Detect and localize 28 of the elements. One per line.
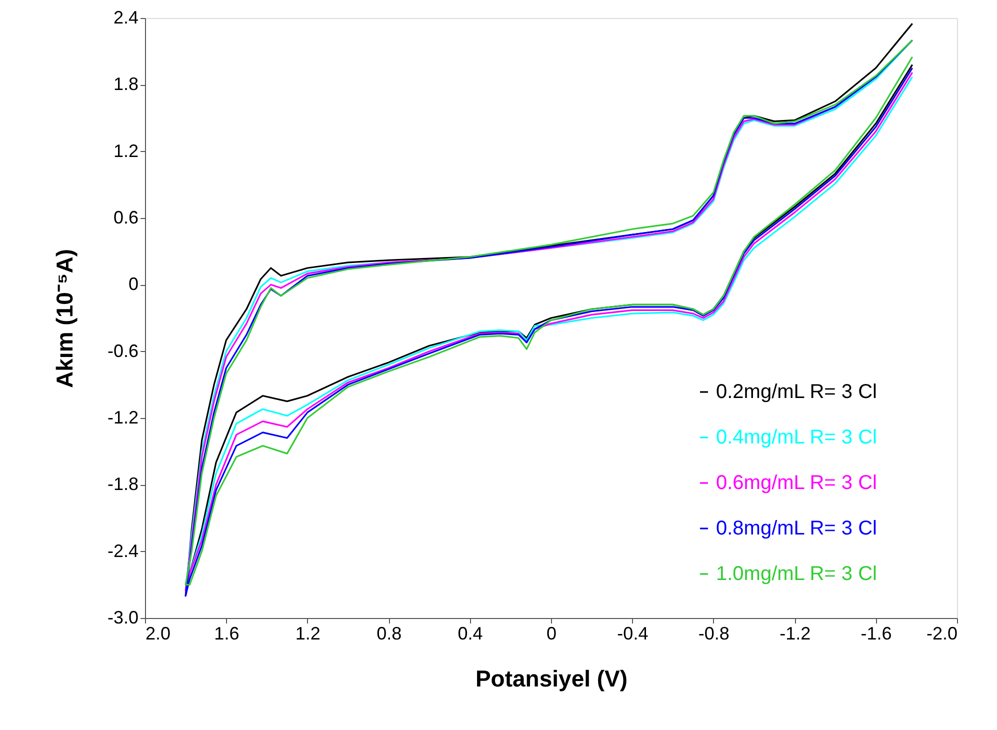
x-tick-label: 1.2 <box>295 624 320 644</box>
legend-label: 0.6mg/mL R= 3 Cl <box>716 472 877 494</box>
x-tick-label: -2.0 <box>926 624 958 644</box>
x-tick-label: -0.4 <box>617 624 648 644</box>
x-tick-label: -0.8 <box>698 624 730 644</box>
x-axis-title: Potansiyel (V) <box>475 666 628 692</box>
y-tick-label: 2.4 <box>113 8 138 28</box>
legend-label: 0.2mg/mL R= 3 Cl <box>716 381 877 403</box>
y-tick-label: 0 <box>128 274 138 294</box>
y-tick-label: 1.2 <box>113 140 138 161</box>
y-tick-label: -2.4 <box>107 540 138 561</box>
y-tick-label: -1.2 <box>107 408 138 428</box>
x-tick-label: 0 <box>546 624 557 644</box>
y-tick-label: -3.0 <box>107 608 138 628</box>
legend-label: 0.8mg/mL R= 3 Cl <box>716 518 877 540</box>
y-tick-label: -0.6 <box>107 340 138 361</box>
x-tick-label: -1.6 <box>860 624 892 644</box>
x-tick-label: 2.0 <box>146 624 171 644</box>
x-tick-label: 0.4 <box>458 624 483 644</box>
y-tick-label: 1.8 <box>113 74 138 94</box>
x-tick-label: 0.8 <box>376 624 402 644</box>
y-tick-label: 0.6 <box>113 208 138 228</box>
y-axis-title: Akım (10⁻⁵A) <box>51 249 78 388</box>
x-tick-label: 1.6 <box>214 624 240 644</box>
legend-label: 1.0mg/mL R= 3 Cl <box>716 563 877 585</box>
legend-label: 0.4mg/mL R= 3 Cl <box>716 426 877 448</box>
y-tick-label: -1.8 <box>107 474 138 494</box>
x-tick-label: -1.2 <box>780 624 811 644</box>
